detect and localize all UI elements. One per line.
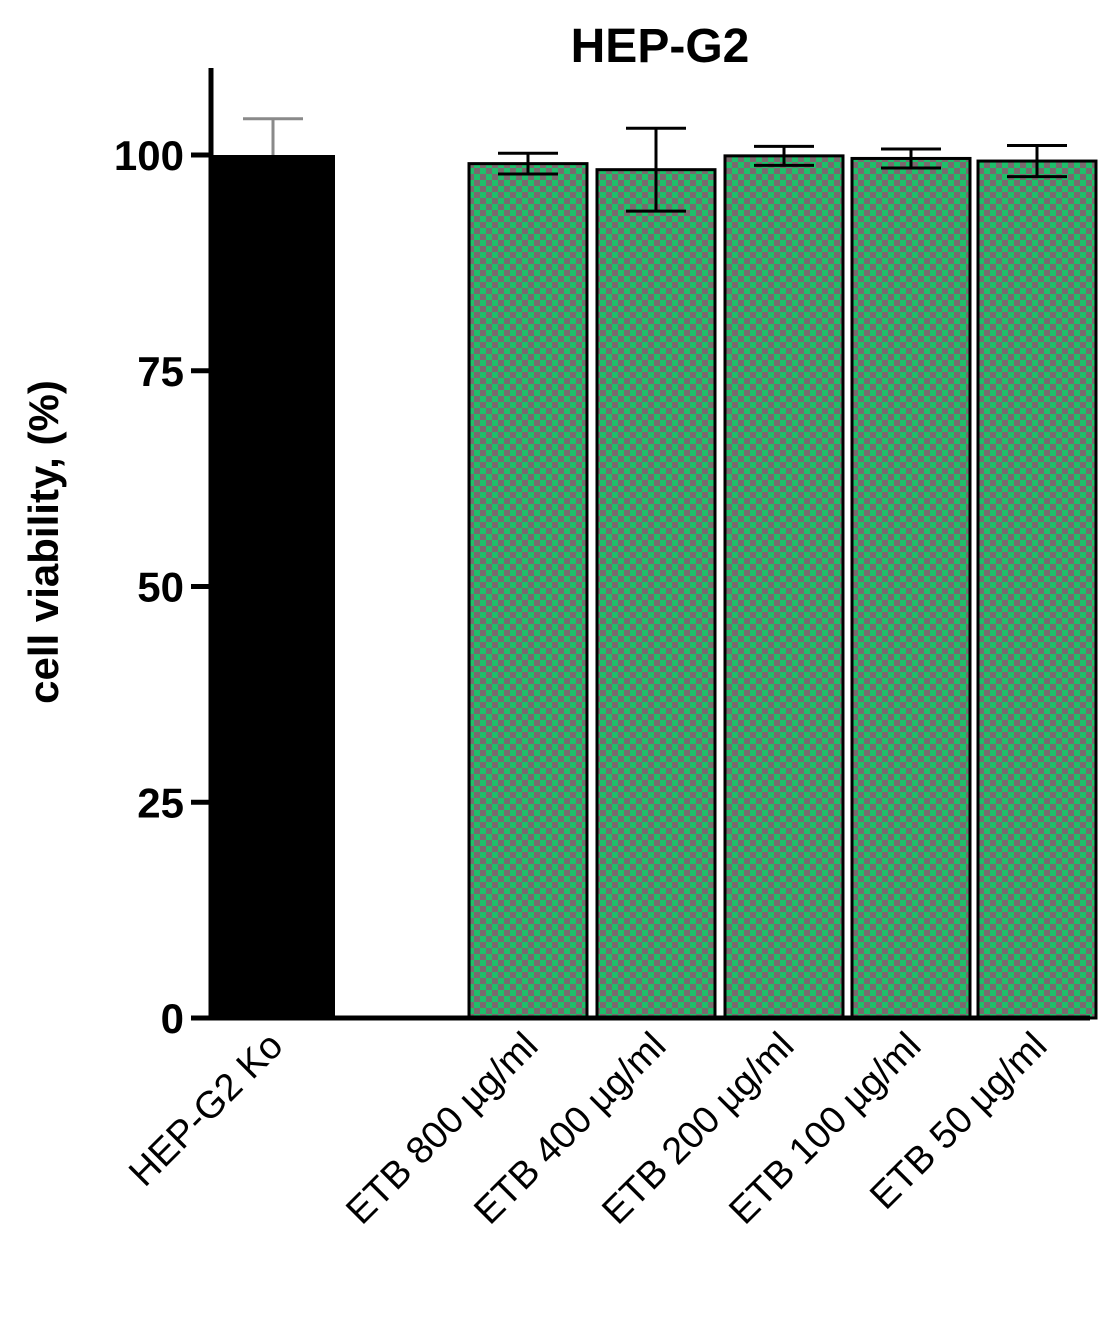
bar [467, 162, 589, 1020]
y-tick-label: 100 [114, 132, 184, 179]
bar [976, 159, 1098, 1020]
y-tick-label: 50 [137, 564, 184, 611]
error-bars [243, 117, 1067, 213]
y-tick-label: 25 [137, 779, 184, 826]
bar [211, 155, 335, 1018]
bar [850, 156, 972, 1020]
bar [595, 168, 717, 1020]
bars [211, 154, 1098, 1020]
y-axis-ticks: 0 25 50 75 100 [114, 132, 211, 1042]
bar [723, 154, 845, 1020]
y-axis-label: cell viability, (%) [20, 380, 67, 704]
y-tick-label: 75 [137, 348, 184, 395]
chart-title: HEP-G2 [571, 20, 750, 73]
y-tick-label: 0 [161, 995, 184, 1042]
x-tick-label: HEP-G2 Ko [121, 1025, 291, 1195]
